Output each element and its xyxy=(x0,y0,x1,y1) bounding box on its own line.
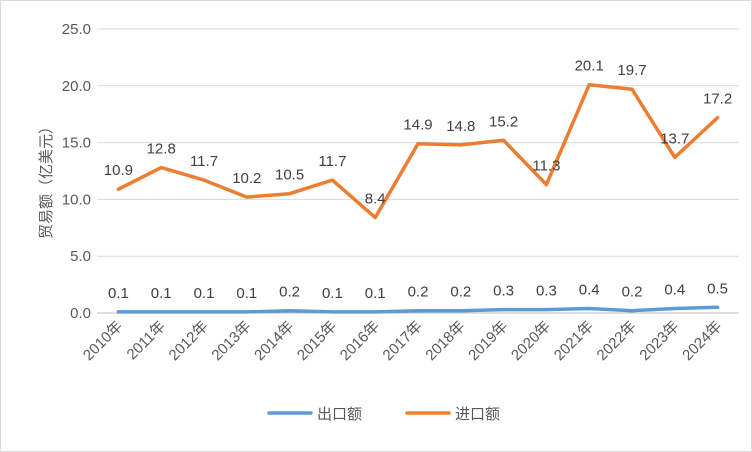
x-axis-ticks: 2010年2011年2012年2013年2014年2015年2016年2017年… xyxy=(80,318,725,364)
data-label: 0.3 xyxy=(493,283,514,300)
data-label: 19.7 xyxy=(617,62,646,79)
y-tick-label: 25.0 xyxy=(62,21,91,38)
x-tick-label: 2015年 xyxy=(294,318,340,364)
data-label: 10.5 xyxy=(275,167,304,184)
series-line-1 xyxy=(116,82,720,220)
x-tick-label: 2018年 xyxy=(422,318,468,364)
y-axis-ticks: 0.0 5.0 10.0 15.0 20.0 25.0 xyxy=(62,21,91,322)
y-tick-label: 0.0 xyxy=(70,305,91,322)
x-tick-label: 2016年 xyxy=(337,318,383,364)
data-label: 10.2 xyxy=(232,170,261,187)
x-tick-label: 2019年 xyxy=(465,318,511,364)
data-label: 8.4 xyxy=(365,191,386,208)
x-tick-label: 2024年 xyxy=(679,318,725,364)
data-label: 0.1 xyxy=(108,285,129,302)
data-label: 11.7 xyxy=(190,153,218,170)
x-tick-label: 2013年 xyxy=(208,318,254,364)
x-tick-label: 2010年 xyxy=(80,318,126,364)
data-label: 10.9 xyxy=(104,162,133,179)
data-label: 0.5 xyxy=(707,280,728,297)
x-tick-label: 2020年 xyxy=(508,318,554,364)
y-tick-label: 5.0 xyxy=(70,248,91,265)
y-tick-label: 15.0 xyxy=(62,135,91,152)
series-line-0 xyxy=(116,305,720,314)
data-label: 11.7 xyxy=(318,153,346,170)
legend-label: 出口额 xyxy=(317,405,362,423)
data-label: 0.1 xyxy=(365,285,386,302)
data-label: 0.4 xyxy=(579,281,600,298)
x-tick-label: 2022年 xyxy=(594,318,640,364)
data-label: 0.3 xyxy=(536,283,557,300)
y-tick-label: 10.0 xyxy=(62,191,91,208)
legend-label: 进口额 xyxy=(455,405,500,423)
x-tick-label: 2014年 xyxy=(251,318,297,364)
x-tick-label: 2017年 xyxy=(380,318,426,364)
x-tick-label: 2012年 xyxy=(166,318,212,364)
data-label: 15.2 xyxy=(489,113,518,130)
data-label: 14.9 xyxy=(403,117,432,134)
data-label: 0.1 xyxy=(194,285,215,302)
y-axis-title: 贸易额（亿美元） xyxy=(37,119,55,239)
data-label: 12.8 xyxy=(147,141,176,158)
series-lines xyxy=(116,82,720,314)
y-tick-label: 20.0 xyxy=(62,78,91,95)
data-label: 13.7 xyxy=(660,130,689,147)
legend: 出口额 进口额 xyxy=(267,405,500,423)
x-tick-label: 2023年 xyxy=(636,318,682,364)
data-label: 0.1 xyxy=(151,285,172,302)
data-label: 0.1 xyxy=(236,285,257,302)
data-label: 0.2 xyxy=(279,284,300,301)
data-label: 0.4 xyxy=(664,281,685,298)
data-label: 0.2 xyxy=(622,284,643,301)
data-label: 14.8 xyxy=(446,118,475,135)
data-label: 0.2 xyxy=(408,284,429,301)
data-label: 0.1 xyxy=(322,285,343,302)
data-label: 20.1 xyxy=(575,58,604,75)
x-tick-label: 2021年 xyxy=(551,318,597,364)
data-label: 11.3 xyxy=(532,158,560,175)
data-label: 17.2 xyxy=(703,91,732,108)
data-labels: 0.1 0.1 0.1 0.1 0.2 0.1 0.1 0.2 0.2 0.3 0.3 0.4 0.2 0… xyxy=(104,58,732,302)
data-label: 0.2 xyxy=(450,284,471,301)
x-tick-label: 2011年 xyxy=(124,318,169,363)
gridlines xyxy=(97,28,739,314)
